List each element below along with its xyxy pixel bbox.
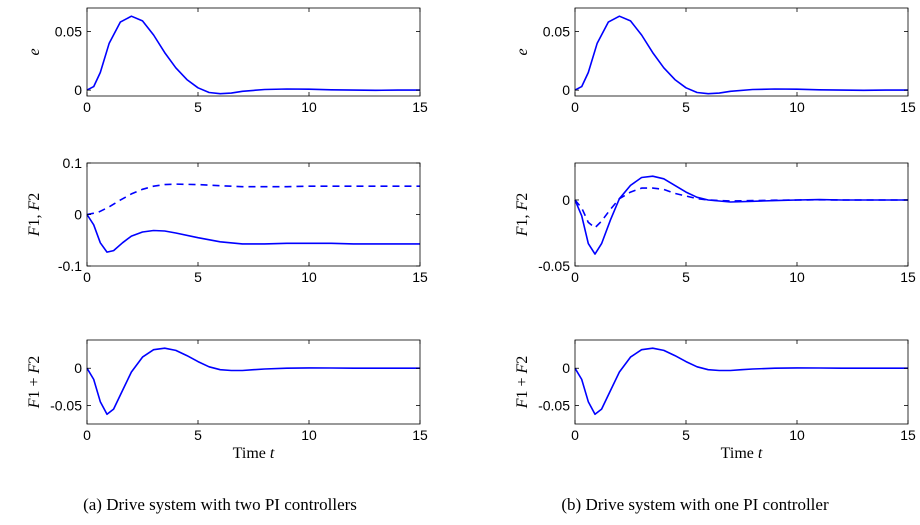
chart-b2-series-dashed-line bbox=[574, 187, 908, 229]
chart-b1-xtick-label: 15 bbox=[900, 99, 916, 115]
chart-a1-xtick-label: 5 bbox=[194, 99, 202, 115]
caption-b: (b) Drive system with one PI controller bbox=[561, 495, 829, 514]
chart-b2-axes-box bbox=[574, 162, 909, 267]
chart-b1-ytick-label: 0.05 bbox=[543, 23, 570, 39]
chart-a1-ytick-label: 0.05 bbox=[55, 23, 82, 39]
chart-a1-series-solid-line bbox=[86, 15, 420, 95]
chart-b2-xtick-label: 5 bbox=[682, 269, 690, 285]
chart-b1-ylabel: e bbox=[514, 48, 531, 55]
chart-a1-xtick-label: 15 bbox=[412, 99, 428, 115]
chart-b2-ylabel: F1, F2 bbox=[514, 193, 531, 238]
chart-b1-axes-box bbox=[574, 7, 909, 97]
chart-a2-series-solid-line bbox=[86, 214, 420, 253]
chart-a3-axes-box bbox=[86, 339, 421, 425]
chart-b1-ytick-label: 0 bbox=[562, 82, 570, 98]
chart-a2-xtick-label: 10 bbox=[301, 269, 317, 285]
chart-a3-xtick-label: 15 bbox=[412, 427, 428, 443]
chart-a3-ytick-label: 0 bbox=[74, 360, 82, 376]
chart-a2-ytick-label: 0 bbox=[74, 207, 82, 223]
chart-b3-xtick-label: 10 bbox=[789, 427, 805, 443]
chart-b2-ytick-label: -0.05 bbox=[538, 258, 570, 274]
chart-a3-xtick-label: 10 bbox=[301, 427, 317, 443]
chart-b3-ytick-label: -0.05 bbox=[538, 397, 570, 413]
chart-a3-ytick-label: -0.05 bbox=[50, 397, 82, 413]
chart-b3-xtick-label: 15 bbox=[900, 427, 916, 443]
chart-a3-ylabel: F1 + F2 bbox=[26, 356, 43, 410]
chart-a3-series-solid-line bbox=[86, 347, 420, 416]
chart-b3-ylabel: F1 + F2 bbox=[514, 356, 531, 410]
chart-a2-ylabel: F1, F2 bbox=[26, 193, 43, 238]
chart-a1-axes-box bbox=[86, 7, 421, 97]
chart-a1-xtick-label: 0 bbox=[83, 99, 91, 115]
chart-b3-series-solid-line bbox=[574, 347, 908, 416]
chart-b2-xtick-label: 15 bbox=[900, 269, 916, 285]
chart-a2-xtick-label: 15 bbox=[412, 269, 428, 285]
chart-b1-xtick-label: 5 bbox=[682, 99, 690, 115]
chart-b2-xtick-label: 0 bbox=[571, 269, 579, 285]
chart-b3-xlabel: Time t bbox=[721, 445, 763, 462]
chart-b3-axes-box bbox=[574, 339, 909, 425]
chart-b2-xtick-label: 10 bbox=[789, 269, 805, 285]
chart-b3-ytick-label: 0 bbox=[562, 360, 570, 376]
chart-b1-xtick-label: 0 bbox=[571, 99, 579, 115]
chart-b1-xtick-label: 10 bbox=[789, 99, 805, 115]
chart-b3-xtick-label: 5 bbox=[682, 427, 690, 443]
chart-a1-ylabel: e bbox=[26, 48, 43, 55]
caption-a: (a) Drive system with two PI controllers bbox=[83, 495, 357, 514]
chart-b1-series-solid-line bbox=[574, 15, 908, 95]
chart-a3-xtick-label: 5 bbox=[194, 427, 202, 443]
chart-b2-ytick-label: 0 bbox=[562, 192, 570, 208]
chart-a2-xtick-label: 0 bbox=[83, 269, 91, 285]
chart-a1-ytick-label: 0 bbox=[74, 82, 82, 98]
chart-a2-ytick-label: -0.1 bbox=[58, 258, 82, 274]
chart-a2-ytick-label: 0.1 bbox=[63, 155, 83, 171]
chart-a2-xtick-label: 5 bbox=[194, 269, 202, 285]
chart-b3-xtick-label: 0 bbox=[571, 427, 579, 443]
chart-a1-xtick-label: 10 bbox=[301, 99, 317, 115]
chart-a3-xlabel: Time t bbox=[233, 445, 275, 462]
chart-b2-series-solid-line bbox=[574, 175, 908, 255]
chart-a2-axes-box bbox=[86, 162, 421, 267]
chart-a3-xtick-label: 0 bbox=[83, 427, 91, 443]
chart-a2-series-dashed-line bbox=[86, 183, 420, 216]
